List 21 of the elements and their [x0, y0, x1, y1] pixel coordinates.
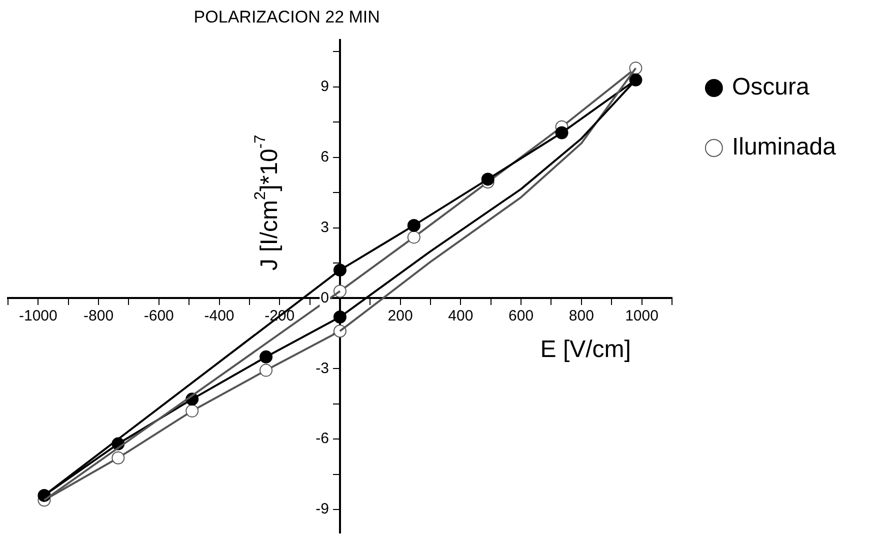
- legend-label: Iluminada: [732, 134, 837, 161]
- x-tick-label: 800: [568, 307, 594, 324]
- x-tick-label: 400: [448, 307, 474, 324]
- y-tick-label: -6: [316, 430, 329, 448]
- chart-title: POLARIZACION 22 MIN: [194, 8, 380, 27]
- x-tick-label: -1000: [18, 307, 58, 324]
- x-tick-label: -600: [144, 307, 174, 324]
- x-tick-label: -800: [84, 307, 114, 324]
- x-tick-label: 200: [388, 307, 413, 324]
- y-tick-label: 9: [320, 78, 329, 96]
- y-tick-label: -9: [316, 500, 329, 518]
- x-tick-label: 600: [508, 307, 534, 324]
- y-tick-label: -3: [316, 360, 329, 377]
- x-tick-label: 1000: [625, 307, 658, 324]
- x-axis-title: E [V/cm]: [540, 336, 631, 364]
- y-tick-label: 0: [320, 289, 329, 306]
- y-tick-label: 6: [320, 148, 329, 166]
- y-axis-title: J [I/cm2]*10-7: [252, 134, 283, 271]
- y-tick-label: 3: [320, 218, 329, 236]
- x-tick-label: -400: [204, 307, 234, 324]
- legend-label: Oscura: [732, 74, 810, 101]
